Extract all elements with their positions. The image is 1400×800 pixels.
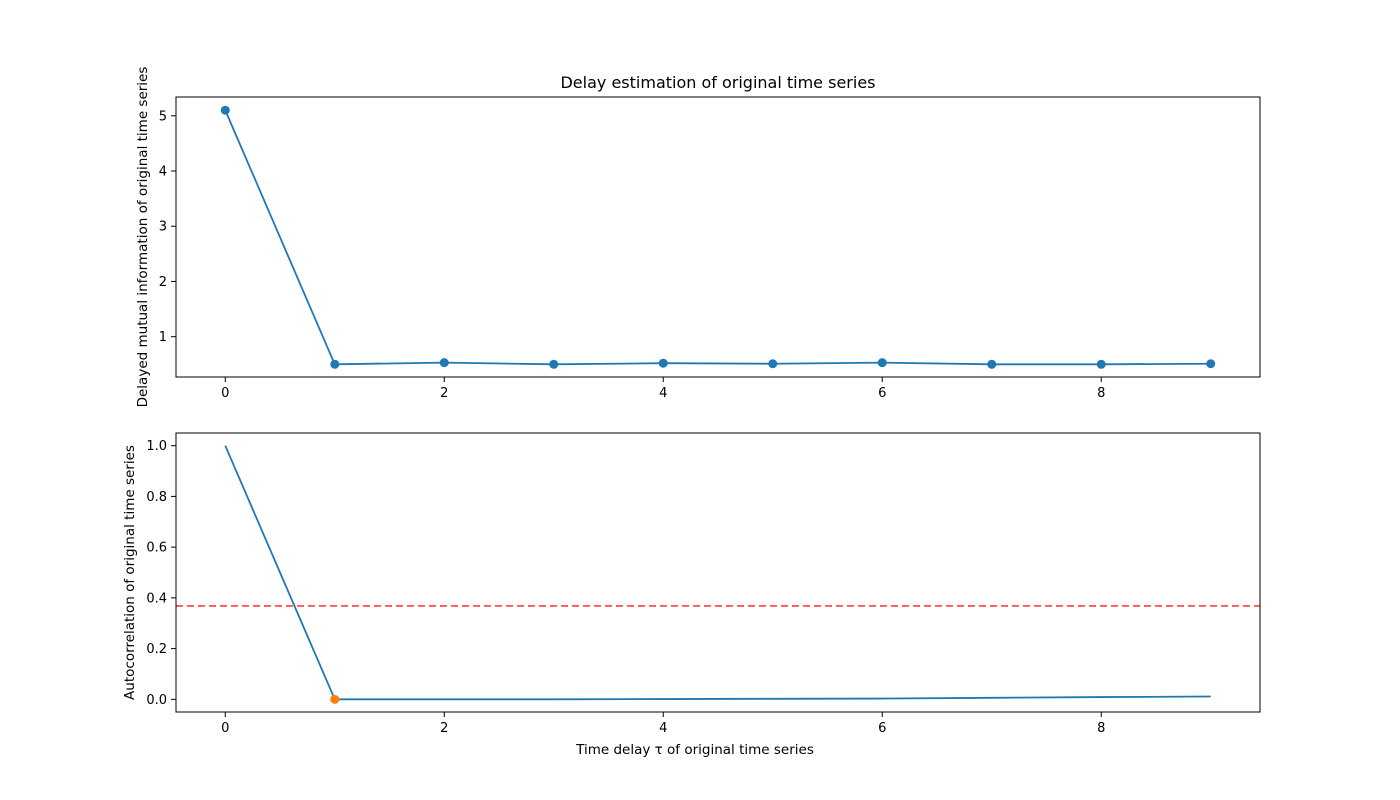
y-tick-label: 2 xyxy=(159,275,167,290)
data-point xyxy=(658,358,668,368)
y-tick-label: 0.4 xyxy=(146,591,167,606)
data-point xyxy=(439,358,449,368)
x-tick-label: 8 xyxy=(1097,721,1105,736)
series-line xyxy=(224,445,1211,701)
y-tick-label: 1 xyxy=(159,330,167,345)
x-tick-label: 8 xyxy=(1097,386,1105,401)
data-point xyxy=(768,359,778,369)
highlight-point xyxy=(330,694,340,704)
data-point xyxy=(549,359,559,369)
x-tick-label: 2 xyxy=(440,386,448,401)
data-point xyxy=(330,359,340,369)
x-tick-label: 4 xyxy=(659,721,667,736)
y-tick-label: 3 xyxy=(159,220,167,235)
x-tick-label: 2 xyxy=(440,721,448,736)
y-tick-label: 5 xyxy=(159,109,167,124)
chart-title: Delay estimation of original time series xyxy=(560,73,875,92)
y-tick-label: 0.0 xyxy=(146,693,167,708)
data-point xyxy=(987,359,997,369)
y-tick-label: 4 xyxy=(159,165,167,180)
x-tick-label: 0 xyxy=(221,386,229,401)
data-point xyxy=(1206,359,1216,369)
y-tick-label: 1.0 xyxy=(146,439,167,454)
data-point xyxy=(1096,359,1106,369)
x-tick-label: 6 xyxy=(878,386,886,401)
series-line xyxy=(224,109,1211,366)
plot-frame xyxy=(175,96,1261,378)
plot-frame xyxy=(175,432,1261,713)
y-axis-label: Delayed mutual information of original t… xyxy=(135,67,151,408)
x-axis-label: Time delay τ of original time series xyxy=(575,742,814,758)
autocorrelation-panel: 0 2 4 6 8 0.0 0.2 0.4 0.6 0.8 1.0 Autocorrelation o… xyxy=(122,432,1261,758)
y-tick-label: 0.6 xyxy=(146,541,167,556)
data-point xyxy=(220,105,230,115)
y-tick-label: 0.8 xyxy=(146,490,167,505)
x-tick-label: 0 xyxy=(221,721,229,736)
x-tick-label: 6 xyxy=(878,721,886,736)
data-point xyxy=(877,358,887,368)
y-tick-label: 0.2 xyxy=(146,642,167,657)
x-tick-label: 4 xyxy=(659,386,667,401)
mutual-information-panel: 0 2 4 6 8 1 2 3 4 5 Delay estimation of original t… xyxy=(135,67,1261,408)
y-axis-label: Autocorrelation of original time series xyxy=(122,445,138,700)
